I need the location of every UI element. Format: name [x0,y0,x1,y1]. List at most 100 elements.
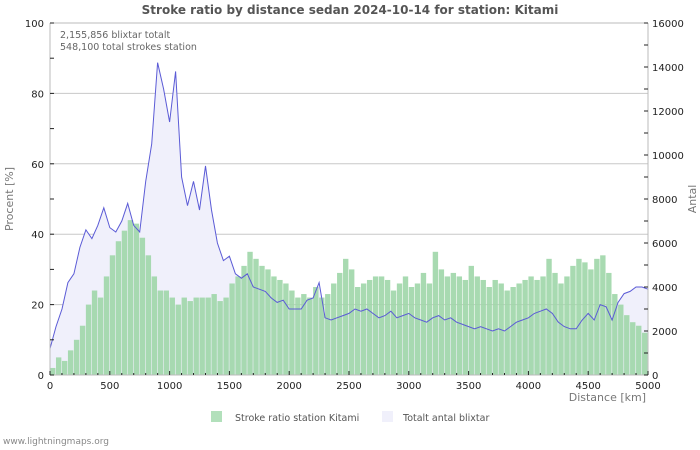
ratio-bar [103,276,110,375]
ratio-bar [163,290,169,375]
ratio-bar [223,297,229,375]
ratio-bars [50,220,648,375]
y-axis-label: Procent [%] [3,167,16,231]
ratio-bar [498,283,504,375]
ratio-bar [349,269,355,375]
ratio-bar [600,255,606,375]
chart-title: Stroke ratio by distance sedan 2024-10-1… [142,3,559,17]
ratio-bar [372,276,379,375]
ratio-bar [522,279,528,375]
ratio-bar [450,272,457,375]
ratio-bar [319,297,325,375]
ratio-bar [121,230,128,375]
ratio-bar [241,265,247,375]
y2-tick-label: 12000 [652,107,684,118]
info-station-strokes: 548,100 total strokes station [60,42,197,53]
ratio-bar [247,251,253,375]
ratio-bar [630,322,636,375]
ratio-bar [289,290,295,375]
total-strokes-area [50,62,648,375]
ratio-bar [97,297,104,375]
ratio-bar [211,294,217,375]
ratio-bar [73,339,80,375]
ratio-bar [558,283,564,375]
ratio-bar [187,301,193,375]
y2-tick-label: 8000 [652,195,677,206]
ratio-bar [396,283,403,375]
x-tick-label: 4500 [575,381,600,392]
ratio-bar [540,276,546,375]
legend-swatch-total [382,411,393,422]
ratio-bar [61,360,68,375]
ratio-bar [408,287,415,375]
ratio-bar [205,297,211,375]
ratio-bar [534,279,540,375]
ratio-bar [624,315,630,375]
footer-credit: www.lightningmaps.org [3,437,109,447]
ratio-bar [145,255,152,375]
ratio-bar [360,283,367,375]
ratio-bar [217,301,223,375]
ratio-bar [271,276,277,375]
total-strokes-line [49,62,649,349]
y2-axis-ticks: 0 2000 4000 6000 8000 10000 12000 14000 16000 [644,19,684,382]
ratio-bar [642,332,648,375]
x-tick-label: 1000 [157,381,182,392]
x-tick-label: 2000 [276,381,301,392]
ratio-bar [612,294,618,375]
ratio-bar [157,290,164,375]
ratio-bar [618,304,624,375]
y2-tick-label: 6000 [652,239,677,250]
ratio-bar [462,279,468,375]
y2-tick-label: 16000 [652,19,684,30]
ratio-bar [588,269,594,375]
ratio-bar [55,357,62,375]
x-axis-label: Distance [km] [569,391,646,404]
ratio-bar [109,255,116,375]
legend-label-ratio: Stroke ratio station Kitami [235,413,359,424]
ratio-bar [528,276,534,375]
ratio-bar [444,276,451,375]
ratio-bar [414,283,421,375]
legend-label-total: Totalt antal blixtar [402,413,489,424]
ratio-bar [283,283,289,375]
ratio-bar [199,297,205,375]
ratio-bar [570,265,576,375]
ratio-bar [576,258,582,375]
ratio-bar [343,258,349,375]
ratio-bar [510,287,516,375]
ratio-bar [313,287,319,375]
ratio-bar [594,258,600,375]
ratio-bar [307,297,313,375]
x-tick-label: 1500 [217,381,242,392]
info-total-strokes: 2,155,856 blixtar totalt [60,30,170,41]
ratio-bar [50,367,56,375]
y-tick-label: 100 [25,19,44,30]
ratio-bar [259,265,265,375]
y-tick-label: 40 [31,230,44,241]
ratio-bar [253,258,259,375]
total-strokes-area-fill [50,62,648,375]
ratio-bar [456,276,463,375]
ratio-bar [175,304,181,375]
ratio-bar [504,290,510,375]
ratio-bar [337,272,343,375]
y-tick-label: 80 [31,89,44,100]
x-tick-label: 0 [47,381,53,392]
x-tick-label: 4000 [516,381,541,392]
ratio-bar [552,272,558,375]
legend: Stroke ratio station Kitami Totalt antal… [211,411,489,424]
ratio-bar [193,297,199,375]
y-axis-ticks: 0 20 40 60 80 100 [25,19,54,382]
ratio-bar [325,294,331,375]
ratio-bar [636,325,642,375]
ratio-bar [564,276,570,375]
ratio-bar [115,241,122,375]
ratio-bar [79,325,86,375]
x-tick-label: 3000 [396,381,421,392]
ratio-bar [582,262,588,375]
y-tick-label: 60 [31,160,44,171]
ratio-bar [151,276,158,375]
ratio-bar [366,279,373,375]
ratio-bar [432,251,439,375]
